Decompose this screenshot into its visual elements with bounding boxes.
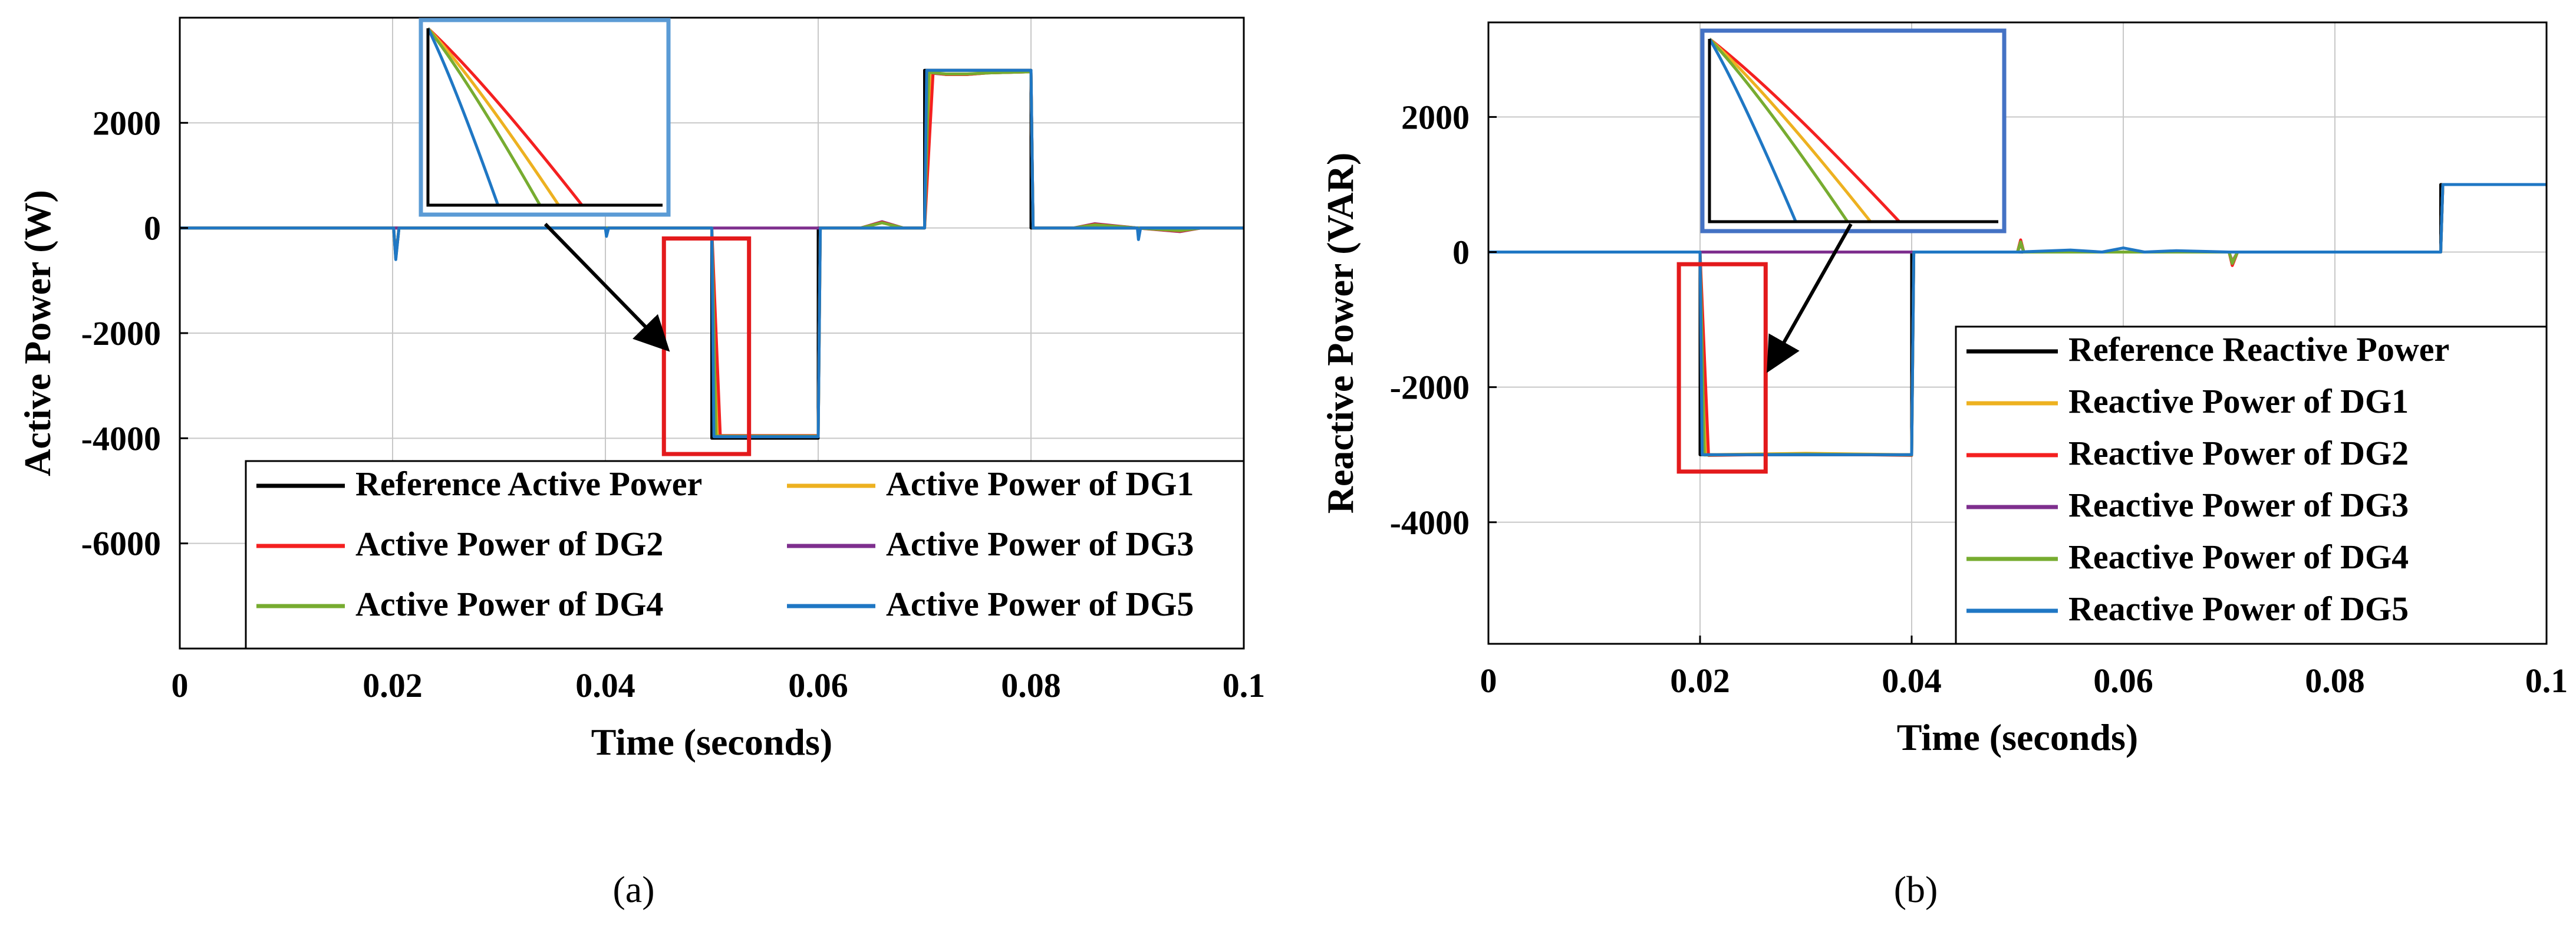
y-axis-label-b: Reactive Power (VAR) xyxy=(1319,153,1361,514)
zoom-arrow-a xyxy=(543,222,670,352)
inset-curve-reference xyxy=(1708,39,1998,223)
series-group-a xyxy=(180,68,1244,440)
legend-label: Reference Active Power xyxy=(355,465,702,503)
x-tick-label: 0.04 xyxy=(575,666,635,705)
y-axis-label-a: Active Power (W) xyxy=(17,190,58,476)
inset-curve-dg5 xyxy=(426,27,663,207)
inset-curve-dg2 xyxy=(1708,38,1998,223)
zoom-inset-a xyxy=(419,18,671,217)
x-axis-label-b: Time (seconds) xyxy=(1897,716,2138,758)
y-tick-label: -2000 xyxy=(81,314,161,353)
inset-curve-dg2 xyxy=(427,27,663,207)
legend-label: Active Power of DG3 xyxy=(886,525,1194,563)
chart-panel-b: 0 0.02 0.04 0.06 0.08 0.1 -4000 -2000 0 2000 Tim… xyxy=(1319,21,2568,910)
inset-curve-dg1 xyxy=(1708,38,1998,223)
legend-label: Reference Reactive Power xyxy=(2068,330,2449,368)
series-group-b xyxy=(1488,183,2547,457)
x-axis-label-a: Time (seconds) xyxy=(591,721,832,763)
panel-label-a: (a) xyxy=(612,868,654,910)
y-tick-label: 0 xyxy=(1452,233,1470,272)
legend-box xyxy=(1955,325,2548,645)
y-tick-label: -6000 xyxy=(81,525,161,563)
x-tick-label: 0.06 xyxy=(2093,662,2153,700)
inset-curve-dg1 xyxy=(427,27,663,207)
series-line-dg5 xyxy=(1488,183,2547,456)
x-tick-label: 0 xyxy=(1480,662,1497,700)
legend-label: Reactive Power of DG4 xyxy=(2068,538,2409,576)
legend-label: Active Power of DG5 xyxy=(886,585,1194,623)
y-tick-label: -4000 xyxy=(81,419,161,458)
y-tick-label: 2000 xyxy=(1401,98,1470,136)
x-tick-label: 0.02 xyxy=(363,666,423,705)
legend-label: Active Power of DG4 xyxy=(355,585,663,623)
inset-curve-dg4 xyxy=(427,27,663,207)
zoom-arrow-b xyxy=(1767,223,1853,373)
series-line-dg5 xyxy=(180,68,1244,439)
x-tick-label: 0.1 xyxy=(1223,666,1266,705)
x-tick-label: 0.08 xyxy=(2305,662,2365,700)
inset-curve-reference xyxy=(426,28,663,207)
y-tick-label: 2000 xyxy=(93,104,161,142)
legend-b: Reference Reactive Power Reactive Power o… xyxy=(1955,325,2548,645)
y-tick-label: 0 xyxy=(144,209,161,248)
inset-curve-dg4 xyxy=(1708,38,1998,223)
legend-label: Reactive Power of DG1 xyxy=(2068,382,2409,420)
x-tick-label: 0.04 xyxy=(1882,662,1942,700)
x-tick-label: 0.06 xyxy=(788,666,848,705)
legend-label: Reactive Power of DG3 xyxy=(2068,486,2409,524)
legend-label: Reactive Power of DG2 xyxy=(2068,434,2409,472)
inset-frame xyxy=(1700,28,2007,233)
legend-label: Active Power of DG2 xyxy=(355,525,663,563)
y-ticks-a: -6000 -4000 -2000 0 2000 xyxy=(81,104,188,563)
legend-a: Reference Active Power Active Power of DG… xyxy=(245,460,1245,650)
chart-panel-a: 0 0.02 0.04 0.06 0.08 0.1 -6000 -4000 -2000 0 200… xyxy=(17,17,1266,910)
x-tick-label: 0.1 xyxy=(2525,662,2568,700)
y-ticks-b: -4000 -2000 0 2000 xyxy=(1390,98,1497,542)
highlight-rect xyxy=(1676,262,1768,474)
panel-label-b: (b) xyxy=(1894,868,1938,910)
x-tick-label: 0 xyxy=(172,666,189,705)
x-ticks-b: 0 0.02 0.04 0.06 0.08 0.1 xyxy=(1480,636,2568,700)
x-ticks-a: 0 0.02 0.04 0.06 0.08 0.1 xyxy=(172,640,1266,705)
legend-label: Active Power of DG1 xyxy=(886,465,1194,503)
x-tick-label: 0.08 xyxy=(1001,666,1061,705)
inset-curve-dg5 xyxy=(1708,38,1998,223)
x-tick-label: 0.02 xyxy=(1670,662,1730,700)
legend-label: Reactive Power of DG5 xyxy=(2068,590,2409,628)
y-tick-label: -4000 xyxy=(1390,504,1470,542)
y-tick-label: -2000 xyxy=(1390,368,1470,407)
highlight-box-b xyxy=(1676,262,1768,474)
legend-box xyxy=(245,460,1245,650)
zoom-inset-b xyxy=(1700,28,2007,233)
